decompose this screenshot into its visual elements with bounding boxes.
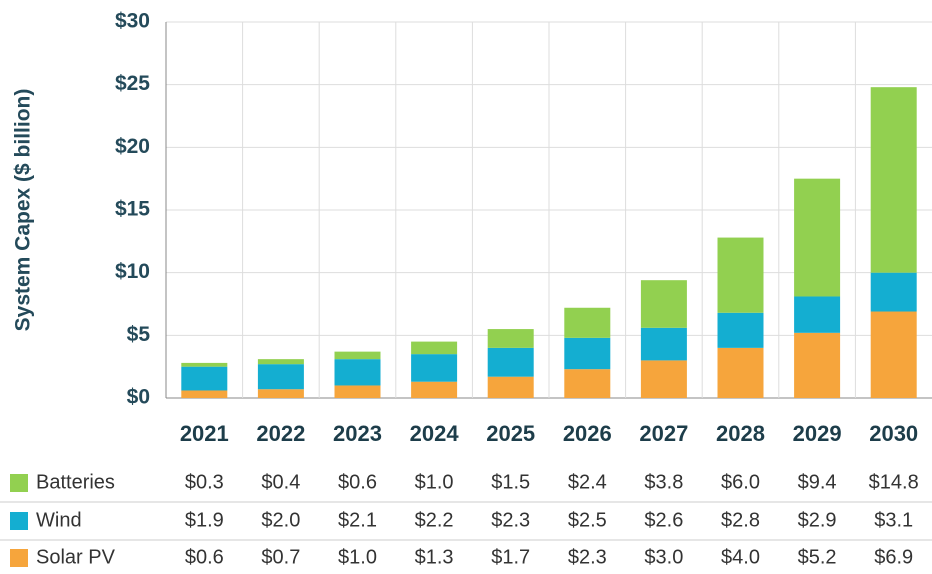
bar-segment (564, 307, 611, 338)
bar-segment (640, 327, 687, 361)
bar-segment (334, 359, 381, 386)
x-tick-label: 2022 (256, 421, 305, 446)
x-tick-label: 2027 (639, 421, 688, 446)
x-tick-label: 2029 (793, 421, 842, 446)
table-value: $3.8 (644, 471, 683, 493)
table-value: $1.0 (415, 471, 454, 493)
table-value: $0.3 (185, 471, 224, 493)
y-tick-label: $20 (115, 135, 150, 158)
y-tick-label: $15 (115, 198, 150, 221)
x-tick-label: 2024 (410, 421, 460, 446)
table-value: $2.5 (568, 509, 607, 531)
legend-swatch (10, 474, 28, 492)
table-value: $2.1 (338, 509, 377, 531)
table-value: $6.9 (874, 546, 913, 568)
bar-segment (411, 381, 458, 398)
bar-segment (487, 376, 534, 398)
bar-segment (257, 359, 304, 365)
bar-segment (717, 237, 764, 313)
bar-segment (411, 354, 458, 382)
legend-label: Wind (36, 509, 82, 531)
bar-segment (257, 364, 304, 390)
legend-label: Batteries (36, 471, 115, 493)
table-value: $1.3 (415, 546, 454, 568)
bar-segment (334, 351, 381, 360)
table-value: $1.0 (338, 546, 377, 568)
bar-segment (794, 296, 841, 333)
bar-segment (334, 385, 381, 398)
table-value: $2.3 (491, 509, 530, 531)
bar-segment (564, 337, 611, 370)
x-tick-label: 2021 (180, 421, 229, 446)
bar-segment (870, 272, 917, 312)
table-value: $2.2 (415, 509, 454, 531)
bar-segment (794, 178, 841, 297)
y-tick-label: $0 (127, 386, 150, 409)
table-value: $2.0 (261, 509, 300, 531)
bar-segment (487, 347, 534, 377)
bar-segment (181, 390, 228, 398)
bar-segment (717, 347, 764, 398)
table-value: $5.2 (798, 546, 837, 568)
x-tick-label: 2023 (333, 421, 382, 446)
y-tick-label: $30 (115, 10, 150, 33)
table-value: $2.8 (721, 509, 760, 531)
table-value: $6.0 (721, 471, 760, 493)
y-tick-label: $10 (115, 260, 150, 283)
legend-swatch (10, 512, 28, 530)
bar-segment (870, 87, 917, 273)
table-value: $2.9 (798, 509, 837, 531)
legend-label: Solar PV (36, 546, 116, 568)
table-value: $2.3 (568, 546, 607, 568)
table-value: $9.4 (798, 471, 837, 493)
bar-segment (181, 362, 228, 367)
y-tick-label: $25 (115, 72, 150, 95)
table-value: $3.1 (874, 509, 913, 531)
table-value: $0.7 (261, 546, 300, 568)
y-tick-label: $5 (127, 323, 151, 346)
table-value: $1.7 (491, 546, 530, 568)
table-value: $2.6 (644, 509, 683, 531)
table-value: $14.8 (869, 471, 919, 493)
table-value: $1.9 (185, 509, 224, 531)
bar-segment (181, 366, 228, 391)
legend-swatch (10, 549, 28, 567)
bar-segment (794, 332, 841, 398)
bar-segment (640, 360, 687, 398)
bar-segment (870, 311, 917, 398)
bar-segment (257, 389, 304, 398)
table-value: $3.0 (644, 546, 683, 568)
bar-segment (411, 341, 458, 355)
table-value: $0.6 (338, 471, 377, 493)
x-tick-label: 2030 (869, 421, 918, 446)
x-tick-label: 2026 (563, 421, 612, 446)
table-value: $0.4 (261, 471, 300, 493)
table-value: $4.0 (721, 546, 760, 568)
y-axis-title: System Capex ($ billion) (12, 89, 35, 332)
bar-segment (717, 312, 764, 348)
x-tick-label: 2028 (716, 421, 765, 446)
table-value: $2.4 (568, 471, 607, 493)
bar-segment (564, 369, 611, 398)
x-tick-label: 2025 (486, 421, 535, 446)
bar-segment (640, 280, 687, 328)
table-value: $0.6 (185, 546, 224, 568)
table-value: $1.5 (491, 471, 530, 493)
bar-segment (487, 329, 534, 348)
